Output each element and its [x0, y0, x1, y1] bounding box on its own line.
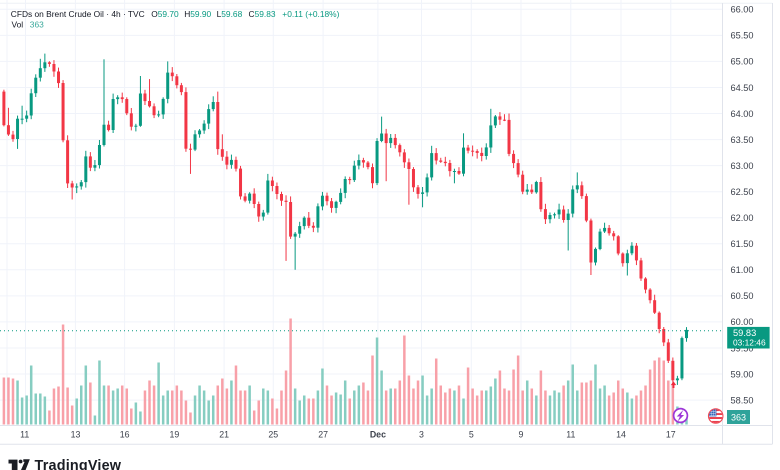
svg-text:62.50: 62.50	[731, 187, 754, 197]
svg-text:62.00: 62.00	[731, 213, 754, 223]
svg-text:17: 17	[666, 430, 676, 440]
svg-text:27: 27	[318, 430, 328, 440]
svg-text:65.00: 65.00	[731, 57, 754, 67]
svg-text:Dec: Dec	[370, 430, 386, 440]
svg-text:9: 9	[519, 430, 524, 440]
svg-text:3: 3	[419, 430, 424, 440]
svg-text:11: 11	[20, 430, 29, 440]
svg-text:63.50: 63.50	[731, 135, 754, 145]
svg-text:61.00: 61.00	[731, 265, 754, 275]
svg-text:59.00: 59.00	[731, 369, 754, 379]
svg-text:59.83: 59.83	[733, 328, 756, 338]
svg-text:63.00: 63.00	[731, 161, 754, 171]
svg-text:64.00: 64.00	[731, 109, 754, 119]
svg-text:58.50: 58.50	[731, 395, 754, 405]
svg-text:CFDs on Brent Crude Oil · 4h ·: CFDs on Brent Crude Oil · 4h · TVC O59.70…	[11, 9, 340, 19]
svg-text:13: 13	[71, 430, 81, 440]
svg-text:363: 363	[731, 412, 746, 422]
svg-text:60.00: 60.00	[731, 317, 754, 327]
svg-text:21: 21	[219, 430, 229, 440]
svg-text:61.50: 61.50	[731, 239, 754, 249]
svg-text:60.50: 60.50	[731, 291, 754, 301]
svg-text:19: 19	[170, 430, 180, 440]
svg-text:16: 16	[120, 430, 130, 440]
svg-text:TradingView: TradingView	[35, 458, 122, 470]
svg-text:5: 5	[469, 430, 474, 440]
svg-text:11: 11	[566, 430, 575, 440]
svg-text:14: 14	[616, 430, 626, 440]
svg-text:64.50: 64.50	[731, 83, 754, 93]
svg-text:03:12:46: 03:12:46	[733, 338, 766, 348]
svg-text:66.00: 66.00	[731, 5, 754, 15]
svg-text:65.50: 65.50	[731, 31, 754, 41]
svg-text:25: 25	[268, 430, 278, 440]
